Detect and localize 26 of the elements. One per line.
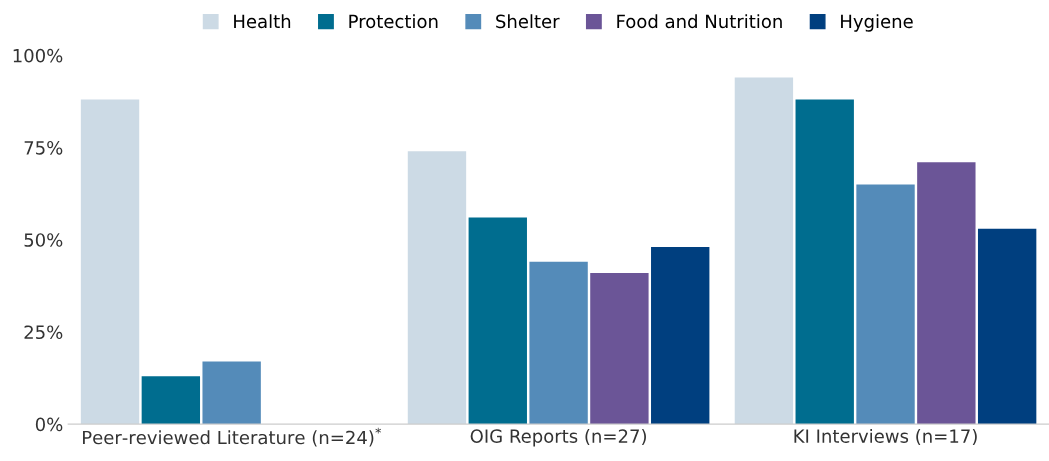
y-tick-label: 0% [35,417,63,432]
bar [529,261,588,425]
bar [468,217,527,425]
bar [651,247,710,425]
legend-label: Shelter [496,14,560,29]
bar [407,151,467,425]
y-tick-label: 50% [24,233,63,247]
legend-label: Health [234,14,291,29]
bar [590,272,649,425]
bar [80,99,140,425]
legend-label: Hygiene [841,14,913,32]
bar [977,228,1037,425]
bar [734,77,794,425]
bar [856,184,915,425]
legend-label: Protection [349,14,438,29]
bar [795,99,854,425]
bar [202,361,261,425]
y-tick-label: 100% [13,48,63,63]
bar [141,376,201,425]
legend-label: Food and Nutrition [617,14,782,29]
bar [917,162,976,425]
y-tick-label: 25% [24,325,63,340]
x-tick-label: OIG Reports (n=27) [470,429,646,447]
y-tick-label: 75% [24,140,63,155]
x-tick-label: KI Interviews (n=17) [794,428,977,446]
x-tick-label: Peer-reviewed Literature (n=24)$^{*}$ [83,427,382,447]
